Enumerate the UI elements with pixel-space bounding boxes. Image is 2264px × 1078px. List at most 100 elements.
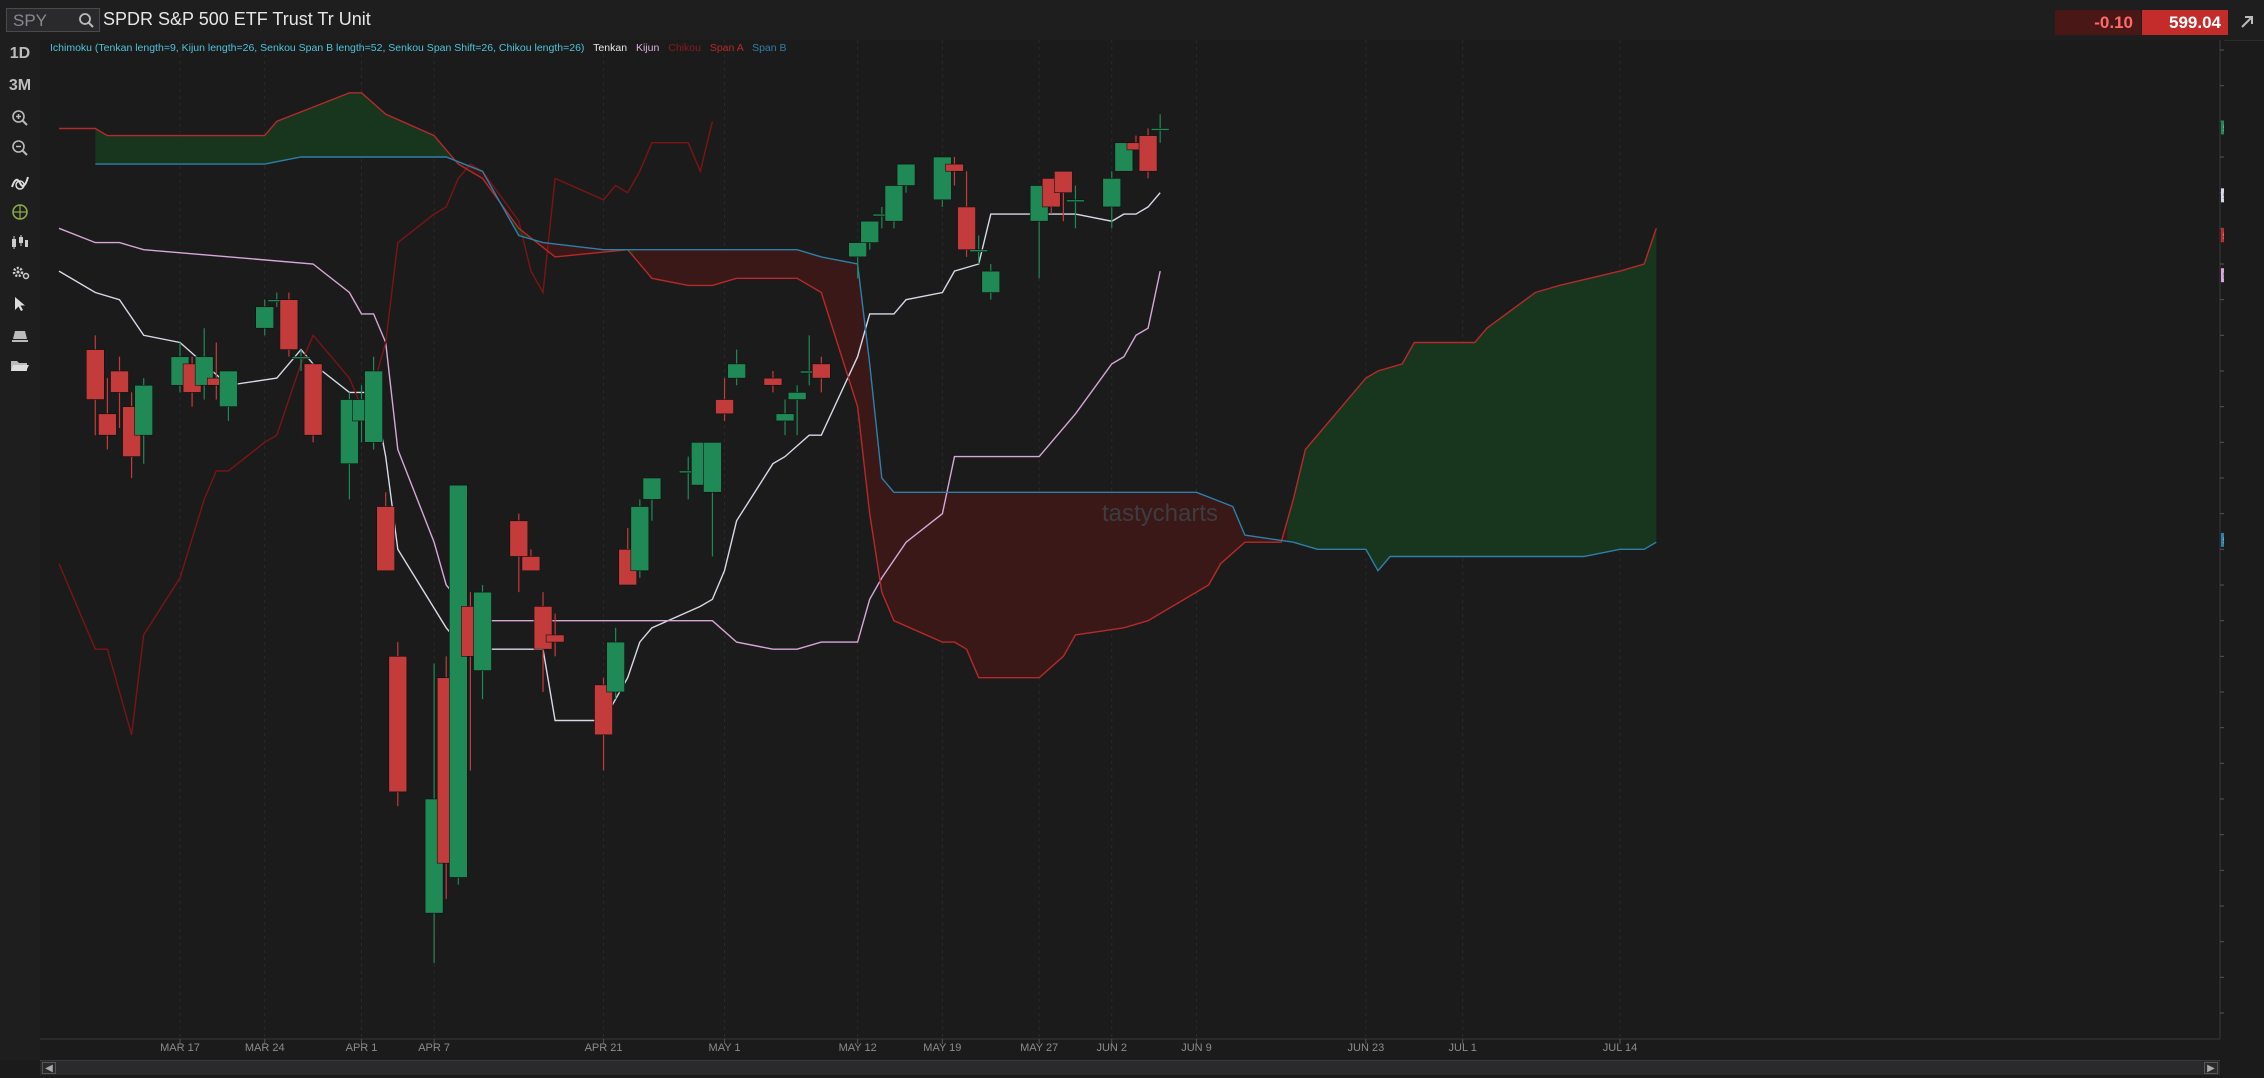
time-scrollbar[interactable]: ◀ ▶	[40, 1060, 2220, 1075]
candle-down	[388, 656, 408, 793]
candle-up	[134, 384, 153, 436]
last-value-label: 541.32	[2223, 535, 2224, 547]
candle-down	[85, 349, 105, 400]
price-change: -0.10	[2055, 10, 2141, 35]
studies-icon[interactable]	[6, 170, 34, 194]
x-tick-label: JUN 23	[1348, 1042, 1385, 1054]
legend-span-a: Span A	[710, 42, 744, 54]
candle-up	[884, 185, 904, 222]
last-value-label: 599.14	[2223, 122, 2224, 134]
candle-up	[219, 370, 238, 407]
zoom-in-icon[interactable]	[6, 106, 34, 130]
series-line-kijun	[58, 227, 1161, 650]
candle-up	[896, 163, 916, 186]
scroll-left-icon[interactable]: ◀	[42, 1062, 56, 1074]
x-tick-label: MAR 17	[160, 1042, 200, 1054]
candle-up	[703, 442, 722, 493]
legend-study-label: Ichimoku (Tenkan length=9, Kijun length=…	[50, 42, 584, 54]
series-line-span-a	[59, 92, 1657, 679]
last-value-tag	[2221, 120, 2224, 135]
chart-type-icon[interactable]	[6, 230, 34, 254]
legend-kijun: Kijun	[636, 42, 660, 54]
last-value-label: 584.03	[2223, 230, 2224, 242]
candle-down	[509, 520, 529, 557]
candle-down	[521, 556, 541, 572]
x-tick-label: JUN 2	[1096, 1042, 1127, 1054]
candle-up	[860, 220, 880, 243]
candle-up	[969, 249, 988, 253]
legend-tenkan: Tenkan	[593, 42, 627, 54]
cursor-icon[interactable]	[6, 292, 34, 316]
x-tick-label: JUN 9	[1181, 1042, 1212, 1054]
watermark: tastycharts	[1102, 500, 1218, 527]
chart-tools-sidebar: 1D 3M	[0, 40, 41, 1060]
drawings-icon[interactable]	[6, 200, 34, 224]
price-axis[interactable]: 4754804854904955005055105155205255305355…	[2220, 45, 2224, 1020]
x-tick-label: JUL 14	[1603, 1042, 1637, 1054]
x-tick-label: MAR 24	[245, 1042, 285, 1054]
settings-gear-icon[interactable]	[6, 260, 34, 284]
x-tick-label: APR 7	[418, 1042, 450, 1054]
candle-up	[787, 392, 807, 400]
last-value-labels: 599.14 589.63 584.03 578.43 541.32	[2221, 120, 2224, 547]
instrument-title: SPDR S&P 500 ETF Trust Tr Unit	[103, 9, 371, 29]
svg-text:Ichimoku (Tenkan length=9, Kij: Ichimoku (Tenkan length=9, Kijun length=…	[50, 42, 787, 54]
popout-icon[interactable]	[2236, 11, 2258, 33]
last-value-tag	[2221, 268, 2224, 283]
candle-down	[945, 163, 964, 172]
candle-up	[630, 506, 650, 572]
symbol-input[interactable]	[11, 10, 79, 32]
candle-down	[110, 370, 129, 393]
symbol-search-box[interactable]	[6, 8, 100, 32]
ichimoku-cloud	[95, 92, 1657, 678]
candle-up	[848, 242, 867, 258]
search-icon[interactable]	[78, 12, 95, 29]
last-value-label: 589.63	[2223, 190, 2224, 202]
time-axis[interactable]: MAR 17 MAR 24 APR 1 APR 7 APR 21 MAY 1 MAY 12 M…	[160, 1039, 1637, 1054]
candlesticks	[85, 114, 1170, 964]
cloud-bullish	[1287, 228, 1657, 571]
x-tick-label: APR 21	[585, 1042, 623, 1054]
last-value-tag	[2221, 532, 2224, 547]
x-tick-label: MAY 27	[1020, 1042, 1058, 1054]
series-line-chikou	[58, 121, 714, 735]
cloud-bullish	[95, 92, 459, 165]
series-line-tenkan	[58, 192, 1161, 722]
open-folder-icon[interactable]	[6, 354, 34, 378]
candle-down	[812, 363, 831, 379]
candle-down	[98, 413, 117, 436]
templates-icon[interactable]	[6, 324, 34, 348]
candle-up	[642, 477, 662, 500]
candle-down	[533, 606, 553, 650]
zoom-out-icon[interactable]	[6, 136, 34, 160]
candle-up	[1066, 199, 1085, 203]
candle-up	[933, 156, 952, 201]
candle-down	[303, 363, 323, 436]
candle-up	[291, 356, 311, 360]
range-button[interactable]: 3M	[8, 77, 32, 94]
candle-down	[763, 377, 783, 386]
cloud-bearish	[633, 249, 1288, 678]
candle-up	[255, 306, 275, 329]
price-chart[interactable]: tastycharts Ichimoku (Tenkan length=9, K…	[40, 40, 2224, 1060]
indicator-lines	[58, 92, 1657, 735]
last-value-tag	[2221, 228, 2224, 243]
candle-down	[376, 506, 396, 572]
scroll-right-icon[interactable]: ▶	[2204, 1062, 2218, 1074]
x-tick-label: APR 1	[346, 1042, 378, 1054]
x-tick-label: MAY 12	[839, 1042, 877, 1054]
last-value-label: 578.43	[2223, 270, 2224, 282]
timeframe-button[interactable]: 1D	[9, 45, 31, 62]
indicator-legend: Ichimoku (Tenkan length=9, Kijun length=…	[50, 42, 787, 54]
top-toolbar: SPDR S&P 500 ETF Trust Tr Unit -0.10 599…	[0, 0, 2264, 41]
candle-down	[594, 684, 613, 736]
candle-down	[545, 634, 565, 643]
candle-up	[606, 641, 625, 693]
last-value-tag	[2221, 188, 2224, 203]
last-price: 599.04	[2142, 10, 2228, 35]
x-tick-label: MAY 1	[709, 1042, 741, 1054]
candle-up	[981, 270, 1001, 293]
candle-up	[364, 370, 383, 443]
candle-up	[1150, 128, 1170, 131]
candle-down	[957, 206, 976, 251]
